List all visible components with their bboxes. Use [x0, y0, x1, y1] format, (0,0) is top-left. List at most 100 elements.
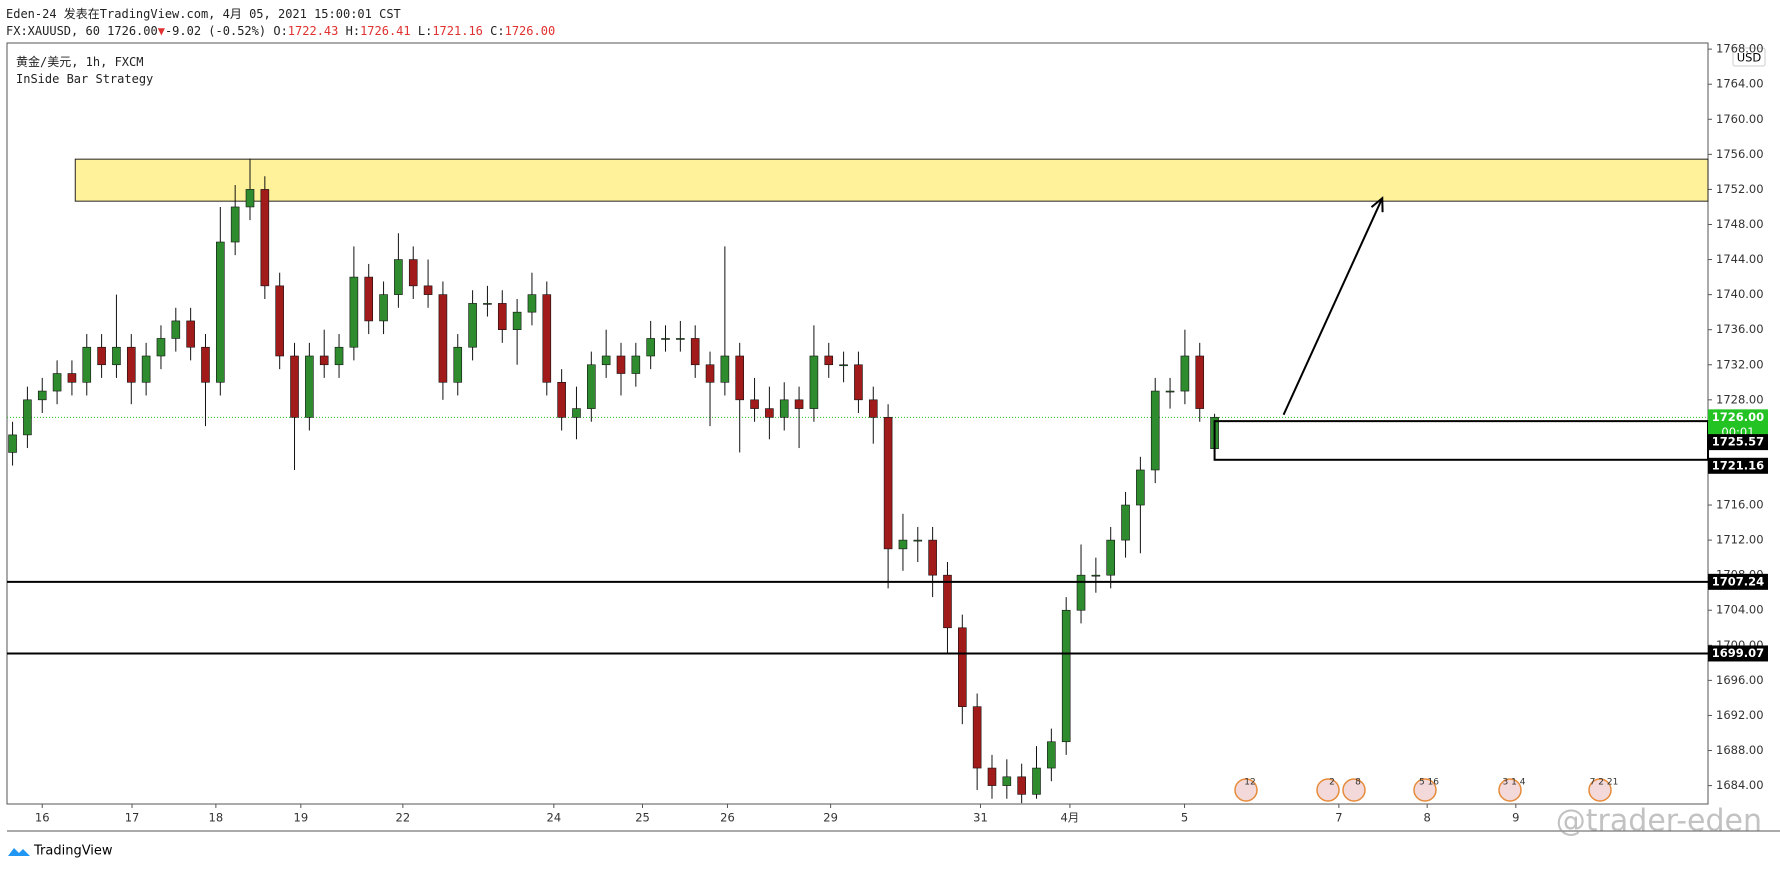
- header: Eden-24 发表在TradingView.com, 4月 05, 2021 …: [6, 6, 555, 40]
- candle-body: [631, 355, 641, 374]
- candle-body: [542, 294, 552, 383]
- plot-frame: [6, 42, 1709, 805]
- candle-body: [1002, 776, 1012, 786]
- currency-box: [1732, 47, 1766, 67]
- event-icon: [1588, 778, 1612, 802]
- event-label: 7 2 21: [1590, 778, 1619, 788]
- candle-body: [112, 346, 121, 366]
- candle-body: [735, 355, 745, 401]
- y-tick-label: 1736.00: [1716, 322, 1764, 336]
- legend: 黄金/美元, 1h, FXCM InSide Bar Strategy: [16, 54, 153, 88]
- candle-body: [497, 303, 507, 330]
- candle-body: [216, 241, 225, 383]
- candle-body: [230, 206, 240, 243]
- x-tick-label: 9: [1512, 811, 1519, 825]
- candle-body: [438, 294, 448, 383]
- y-tick-label: 1764.00: [1716, 77, 1764, 91]
- candle-body: [987, 767, 997, 786]
- y-tick-label: 1760.00: [1716, 112, 1764, 126]
- event-label: 8: [1355, 778, 1361, 788]
- y-tick-label: 1712.00: [1716, 533, 1764, 547]
- candle-body: [572, 408, 581, 418]
- y-tick-label: 1756.00: [1716, 147, 1764, 161]
- candle-body: [705, 364, 715, 383]
- candle-body: [1121, 504, 1130, 541]
- candle-body: [483, 303, 492, 305]
- candle-body: [141, 355, 151, 383]
- candle-body: [201, 346, 210, 383]
- candle-body: [408, 259, 418, 287]
- y-tick-label: 1748.00: [1716, 217, 1764, 231]
- candle-body: [8, 434, 17, 453]
- h-label: H:: [345, 24, 361, 38]
- change-arrow: ▼: [157, 24, 165, 38]
- candle-body: [1091, 574, 1101, 577]
- x-tick-label: 18: [209, 811, 224, 825]
- candle-body: [156, 338, 166, 357]
- candle-body: [349, 276, 359, 348]
- y-tick-label: 1744.00: [1716, 252, 1764, 266]
- symbol: FX:XAUUSD, 60 1726.00: [6, 24, 158, 38]
- x-tick-label: 19: [294, 811, 309, 825]
- candle-body: [1106, 539, 1116, 576]
- candle-body: [646, 338, 655, 357]
- candle-body: [809, 355, 819, 409]
- candle-body: [1195, 355, 1205, 409]
- change: -9.02 (-0.52%): [164, 24, 267, 38]
- x-tick-label: 24: [547, 811, 562, 825]
- candle-body: [364, 276, 374, 322]
- x-tick-label: 16: [35, 811, 50, 825]
- x-tick-label: 26: [720, 811, 735, 825]
- candle-body: [690, 338, 700, 366]
- candle-body: [453, 346, 463, 383]
- candle-body: [186, 320, 195, 348]
- candle-body: [616, 355, 626, 374]
- y-tick-label: 1752.00: [1716, 182, 1764, 196]
- x-tick-label: 8: [1423, 811, 1430, 825]
- target-arrow: [1282, 197, 1384, 416]
- y-tick-label: 1696.00: [1716, 673, 1764, 687]
- x-tick-label: 25: [635, 811, 650, 825]
- event-icon: [1413, 778, 1437, 802]
- candle-body: [676, 338, 685, 340]
- candle-body: [779, 399, 789, 418]
- x-tick-label: 5: [1181, 811, 1188, 825]
- strategy-name: InSide Bar Strategy: [16, 72, 154, 86]
- brand-logo: [8, 848, 30, 856]
- candle-body: [958, 627, 967, 707]
- event-icon: [1234, 778, 1258, 802]
- candle-body: [319, 355, 329, 366]
- price-tag-label: 1699.07: [1712, 646, 1764, 660]
- y-tick-label: 1768.00: [1716, 42, 1764, 56]
- y-tick-label: 1740.00: [1716, 287, 1764, 301]
- currency: USD: [1737, 51, 1762, 65]
- price-tag: [1708, 457, 1768, 474]
- candle-body: [1047, 741, 1056, 769]
- candle-body: [1061, 609, 1071, 743]
- event-label: 12: [1244, 778, 1255, 788]
- candle-body: [794, 399, 804, 409]
- candle-body: [1017, 776, 1026, 795]
- candle-body: [1136, 469, 1145, 506]
- y-tick-label: 1692.00: [1716, 708, 1764, 722]
- l-value: 1721.16: [432, 24, 483, 38]
- h-value: 1726.41: [360, 24, 411, 38]
- legend-title: 黄金/美元, 1h, FXCM: [16, 55, 144, 69]
- o-value: 1722.43: [287, 24, 339, 38]
- candle-body: [245, 189, 255, 208]
- l-label: L:: [417, 24, 433, 38]
- candle-body: [854, 364, 863, 401]
- candle-body: [379, 294, 388, 322]
- candle-body: [1032, 767, 1041, 795]
- y-tick-label: 1704.00: [1716, 603, 1764, 617]
- candle-body: [290, 355, 299, 418]
- event-icon: [1342, 778, 1366, 802]
- price-tag-label: 1707.24: [1712, 574, 1764, 588]
- candle-body: [720, 355, 730, 383]
- x-tick-label: 17: [125, 811, 140, 825]
- price-tag: [1708, 645, 1768, 662]
- candle-body: [1150, 390, 1160, 471]
- candle-body: [883, 417, 893, 550]
